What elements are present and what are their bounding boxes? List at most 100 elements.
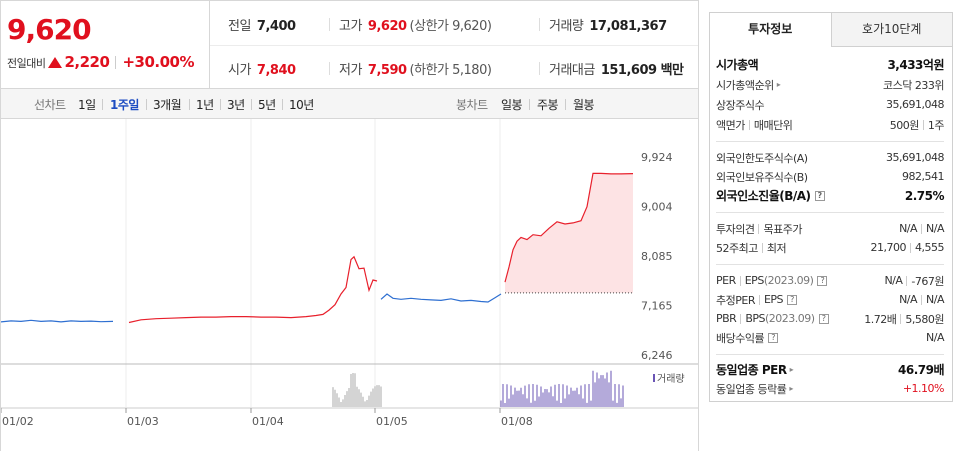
foreign-rate-row: 외국인소진율(B/A)? 2.75% — [716, 187, 945, 204]
shares-label: 상장주식수 — [716, 98, 765, 112]
shares-value: 35,691,048 — [886, 98, 944, 111]
chart-canvas: 9,924 9,004 8,085 7,165 6,246 거래량 01/02 01/03 01… — [1, 119, 698, 428]
industry-per-value: 46.79배 — [898, 363, 945, 377]
volume-label: 거래량 — [549, 19, 584, 34]
open-price: 시가 7,840 — [228, 59, 296, 78]
divider — [220, 99, 221, 110]
period-1y[interactable]: 1년 — [196, 98, 214, 112]
candle-daily[interactable]: 일봉 — [501, 98, 523, 112]
x-tick-label: 01/05 — [376, 415, 408, 428]
par-row: 액면가 매매단위 500원 1주 — [716, 116, 945, 133]
divider — [329, 18, 330, 31]
help-icon[interactable]: ? — [818, 313, 829, 324]
target-price-label: 목표주가 — [763, 222, 802, 236]
divider — [900, 313, 902, 324]
par-label: 액면가 — [716, 118, 745, 132]
candle-weekly[interactable]: 주봉 — [537, 98, 559, 112]
est-eps-value: N/A — [926, 293, 944, 306]
tab-order-book[interactable]: 호가10단계 — [830, 13, 952, 47]
market-cap-value: 3,433억원 — [887, 58, 944, 72]
week52-row: 52주최고 최저 21,700 4,555 — [716, 239, 945, 256]
eps-value: -767원 — [911, 274, 944, 288]
per-label: PER — [716, 274, 736, 287]
pbr-label: PBR — [716, 312, 737, 325]
help-icon[interactable]: ? — [814, 190, 825, 201]
period-1w[interactable]: 1주일 — [110, 98, 139, 112]
dividend-label: 배당수익률 — [716, 331, 765, 345]
help-icon[interactable]: ? — [817, 275, 828, 286]
period-3y[interactable]: 3년 — [227, 98, 245, 112]
upper-limit: (상한가 9,620) — [409, 19, 492, 34]
prev-close-label: 전일 — [228, 19, 251, 34]
dividend-value: N/A — [926, 331, 944, 344]
divider — [189, 99, 190, 110]
trade-value: 거래대금 151,609 백만 — [549, 59, 684, 78]
industry-per-row: 동일업종 PER ▸ 46.79배 — [716, 361, 945, 378]
per-eps-period: (2023.09) — [763, 274, 814, 287]
low-label: 저가 — [339, 63, 362, 78]
est-per-value: N/A — [899, 293, 918, 306]
price-box: 9,620 전일대비 2,220 +30.00% — [1, 1, 210, 88]
divider — [910, 242, 911, 253]
y-tick-label: 9,004 — [641, 201, 673, 214]
high-label: 고가 — [339, 19, 362, 34]
market-cap-rank-row: 시가총액순위 ▸ 코스닥 233위 — [716, 76, 944, 93]
market-cap-rank-value: 코스닥 233위 — [883, 78, 944, 92]
divider — [539, 18, 540, 31]
investment-info-panel: 투자정보 호가10단계 시가총액 3,433억원 시가총액순위 ▸ 코스닥 233… — [709, 12, 953, 402]
foreign-hold-value: 982,541 — [902, 170, 945, 183]
divider — [251, 99, 252, 110]
change-value: 2,220 — [64, 53, 110, 71]
tab-investment-info[interactable]: 투자정보 — [710, 13, 831, 47]
market-cap-rank-label: 시가총액순위 — [716, 78, 774, 92]
change-rate: +30.00% — [122, 53, 194, 71]
candle-monthly[interactable]: 월봉 — [573, 98, 595, 112]
shares-row: 상장주식수 35,691,048 — [716, 96, 944, 113]
eps-label: EPS — [744, 274, 765, 287]
period-5y[interactable]: 5년 — [258, 98, 276, 112]
section-divider — [716, 264, 944, 265]
open-label: 시가 — [228, 63, 251, 78]
divider — [529, 99, 530, 110]
industry-per[interactable]: 동일업종 PER ▸ — [716, 361, 794, 378]
help-icon[interactable]: ? — [768, 332, 779, 343]
trade-value-label: 거래대금 — [549, 63, 595, 78]
x-tick-label: 01/04 — [252, 415, 284, 428]
divider — [758, 223, 760, 234]
divider — [758, 294, 760, 305]
foreign-limit-value: 35,691,048 — [886, 151, 944, 164]
up-arrow-icon — [48, 56, 63, 68]
high-value: 9,620 — [367, 19, 407, 34]
divider — [329, 62, 330, 75]
candle-chart-label: 봉차트 — [456, 98, 488, 112]
period-1d[interactable]: 1일 — [78, 98, 96, 112]
price-chart: 9,924 9,004 8,085 7,165 6,246 거래량 01/02 01/03 01… — [0, 119, 699, 451]
period-3m[interactable]: 3개월 — [153, 98, 182, 112]
foreign-hold-row: 외국인보유주식수(B) 982,541 — [716, 168, 945, 185]
industry-change[interactable]: 동일업종 등락률 ▸ — [716, 381, 793, 397]
divider — [115, 55, 117, 69]
section-divider — [716, 212, 944, 213]
row-divider — [210, 45, 698, 46]
opinion-label: 투자의견 — [716, 222, 755, 236]
volume-legend-swatch — [653, 374, 655, 382]
divider — [539, 62, 540, 75]
divider — [921, 294, 923, 305]
est-per-eps-row: 추정PER EPS? N/A N/A — [716, 291, 944, 308]
open-value: 7,840 — [256, 63, 296, 78]
trade-value-value: 151,609 백만 — [600, 63, 684, 78]
week52-low-label: 최저 — [766, 241, 787, 255]
help-icon[interactable]: ? — [787, 294, 798, 305]
market-cap-label: 시가총액 — [716, 58, 759, 72]
per-value: N/A — [884, 274, 903, 287]
quote-header: 9,620 전일대비 2,220 +30.00% 전일 7,400 고가 9,620… — [0, 0, 699, 89]
foreign-rate-value: 2.75% — [904, 188, 945, 203]
foreign-limit-row: 외국인한도주식수(A) 35,691,048 — [716, 149, 944, 166]
y-tick-label: 9,924 — [641, 151, 673, 164]
par-value: 500원 — [889, 118, 920, 132]
info-tabs: 투자정보 호가10단계 — [710, 13, 952, 47]
market-cap-rank[interactable]: 시가총액순위 ▸ — [716, 77, 781, 93]
period-10y[interactable]: 10년 — [289, 98, 314, 112]
section-divider — [716, 354, 944, 355]
industry-change-row: 동일업종 등락률 ▸ +1.10% — [716, 380, 945, 397]
